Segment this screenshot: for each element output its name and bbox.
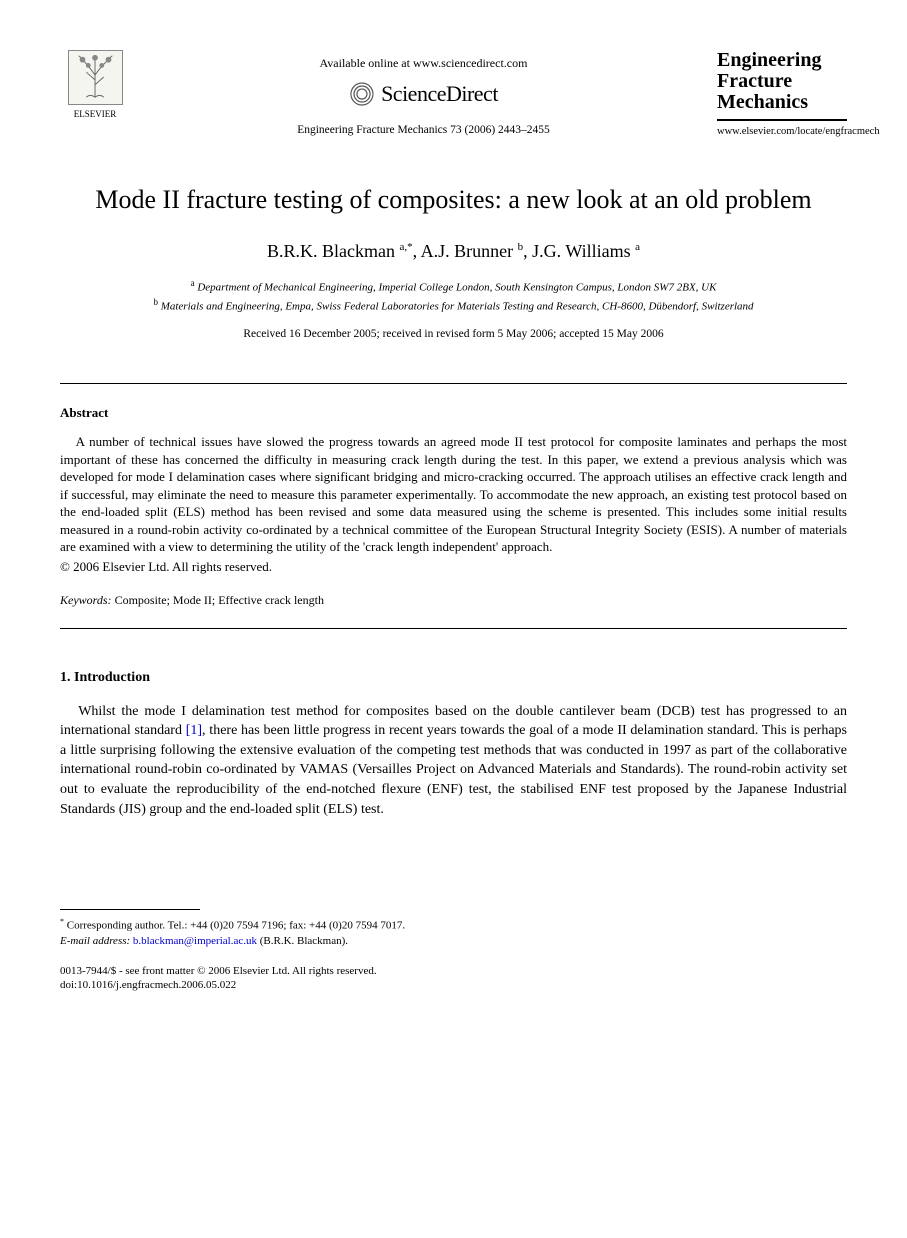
sciencedirect-swirl-icon [349, 81, 375, 107]
sciencedirect-text: ScienceDirect [381, 79, 498, 109]
footnote-divider [60, 909, 200, 910]
abstract-heading: Abstract [60, 404, 847, 422]
keywords-label: Keywords: [60, 593, 112, 607]
article-dates: Received 16 December 2005; received in r… [60, 327, 847, 343]
divider [60, 628, 847, 629]
journal-reference: Engineering Fracture Mechanics 73 (2006)… [130, 123, 717, 139]
journal-name: Engineering Fracture Mechanics [717, 50, 847, 121]
abstract-copyright: © 2006 Elsevier Ltd. All rights reserved… [60, 558, 847, 576]
authors: B.R.K. Blackman a,*, A.J. Brunner b, J.G… [60, 239, 847, 263]
page-header: ELSEVIER Available online at www.science… [60, 50, 847, 139]
journal-url[interactable]: www.elsevier.com/locate/engfracmech [717, 125, 847, 139]
reference-link-1[interactable]: [1] [186, 723, 202, 738]
sciencedirect-logo: ScienceDirect [130, 79, 717, 109]
available-online-text: Available online at www.sciencedirect.co… [130, 55, 717, 71]
abstract-text: A number of technical issues have slowed… [60, 433, 847, 556]
article-title: Mode II fracture testing of composites: … [60, 184, 847, 217]
corresponding-author: Corresponding author. Tel.: +44 (0)20 75… [67, 920, 405, 932]
section-heading-introduction: 1. Introduction [60, 669, 847, 688]
introduction-body: Whilst the mode I delamination test meth… [60, 702, 847, 820]
affiliations: a Department of Mechanical Engineering, … [60, 277, 847, 315]
keywords-text: Composite; Mode II; Effective crack leng… [112, 593, 324, 607]
elsevier-logo: ELSEVIER [60, 50, 130, 120]
elsevier-label: ELSEVIER [60, 108, 130, 120]
elsevier-tree-icon [68, 50, 123, 105]
email-label: E-mail address: [60, 935, 130, 947]
journal-box: Engineering Fracture Mechanics www.elsev… [717, 50, 847, 139]
email-link[interactable]: b.blackman@imperial.ac.uk [133, 935, 257, 947]
keywords: Keywords: Composite; Mode II; Effective … [60, 592, 847, 608]
front-matter: 0013-7944/$ - see front matter © 2006 El… [60, 964, 847, 979]
doi-block: 0013-7944/$ - see front matter © 2006 El… [60, 964, 847, 994]
divider [60, 383, 847, 384]
email-author-name: (B.R.K. Blackman). [260, 935, 348, 947]
center-header: Available online at www.sciencedirect.co… [130, 50, 717, 138]
doi: doi:10.1016/j.engfracmech.2006.05.022 [60, 978, 847, 993]
footnotes: * Corresponding author. Tel.: +44 (0)20 … [60, 916, 847, 949]
